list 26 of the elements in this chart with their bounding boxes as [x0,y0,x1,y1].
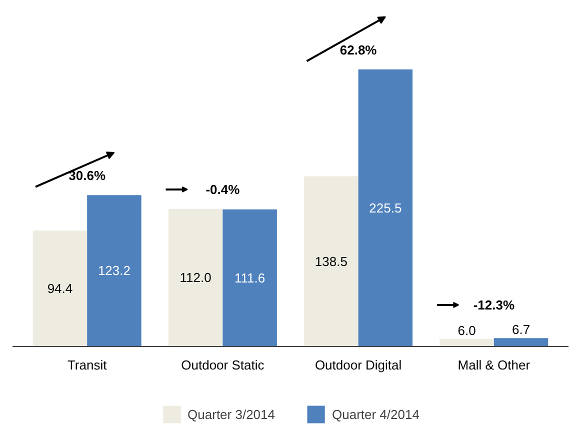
data-label: 138.5 [314,254,348,269]
data-label: 112.0 [180,270,212,286]
data-label: 6.7 [512,322,530,338]
data-label: 123.2 [98,263,130,278]
bar [494,338,548,346]
legend-label: Quarter 4/2014 [332,406,420,422]
x-tick-label: Mall & Other [458,357,531,372]
bar [32,230,88,346]
data-label: 225.5 [369,200,402,216]
annotation: 30.6% [68,168,106,184]
annotation: -12.3% [473,297,515,312]
legend-label: Quarter 3/2014 [188,406,275,422]
bar [304,176,358,346]
bar [358,69,413,346]
data-label: 6.0 [458,322,476,338]
bar [222,209,277,346]
bar [168,208,223,346]
x-tick-label: Transit [67,357,108,372]
data-label: 111.6 [234,270,266,286]
x-tick-label: Outdoor Digital [314,357,402,372]
x-tick-label: Outdoor Static [181,357,265,372]
bar [87,195,142,346]
annotation: 62.8% [340,42,378,58]
data-label: 94.4 [47,280,73,296]
annotation: -0.4% [206,182,240,197]
bar [440,339,494,346]
